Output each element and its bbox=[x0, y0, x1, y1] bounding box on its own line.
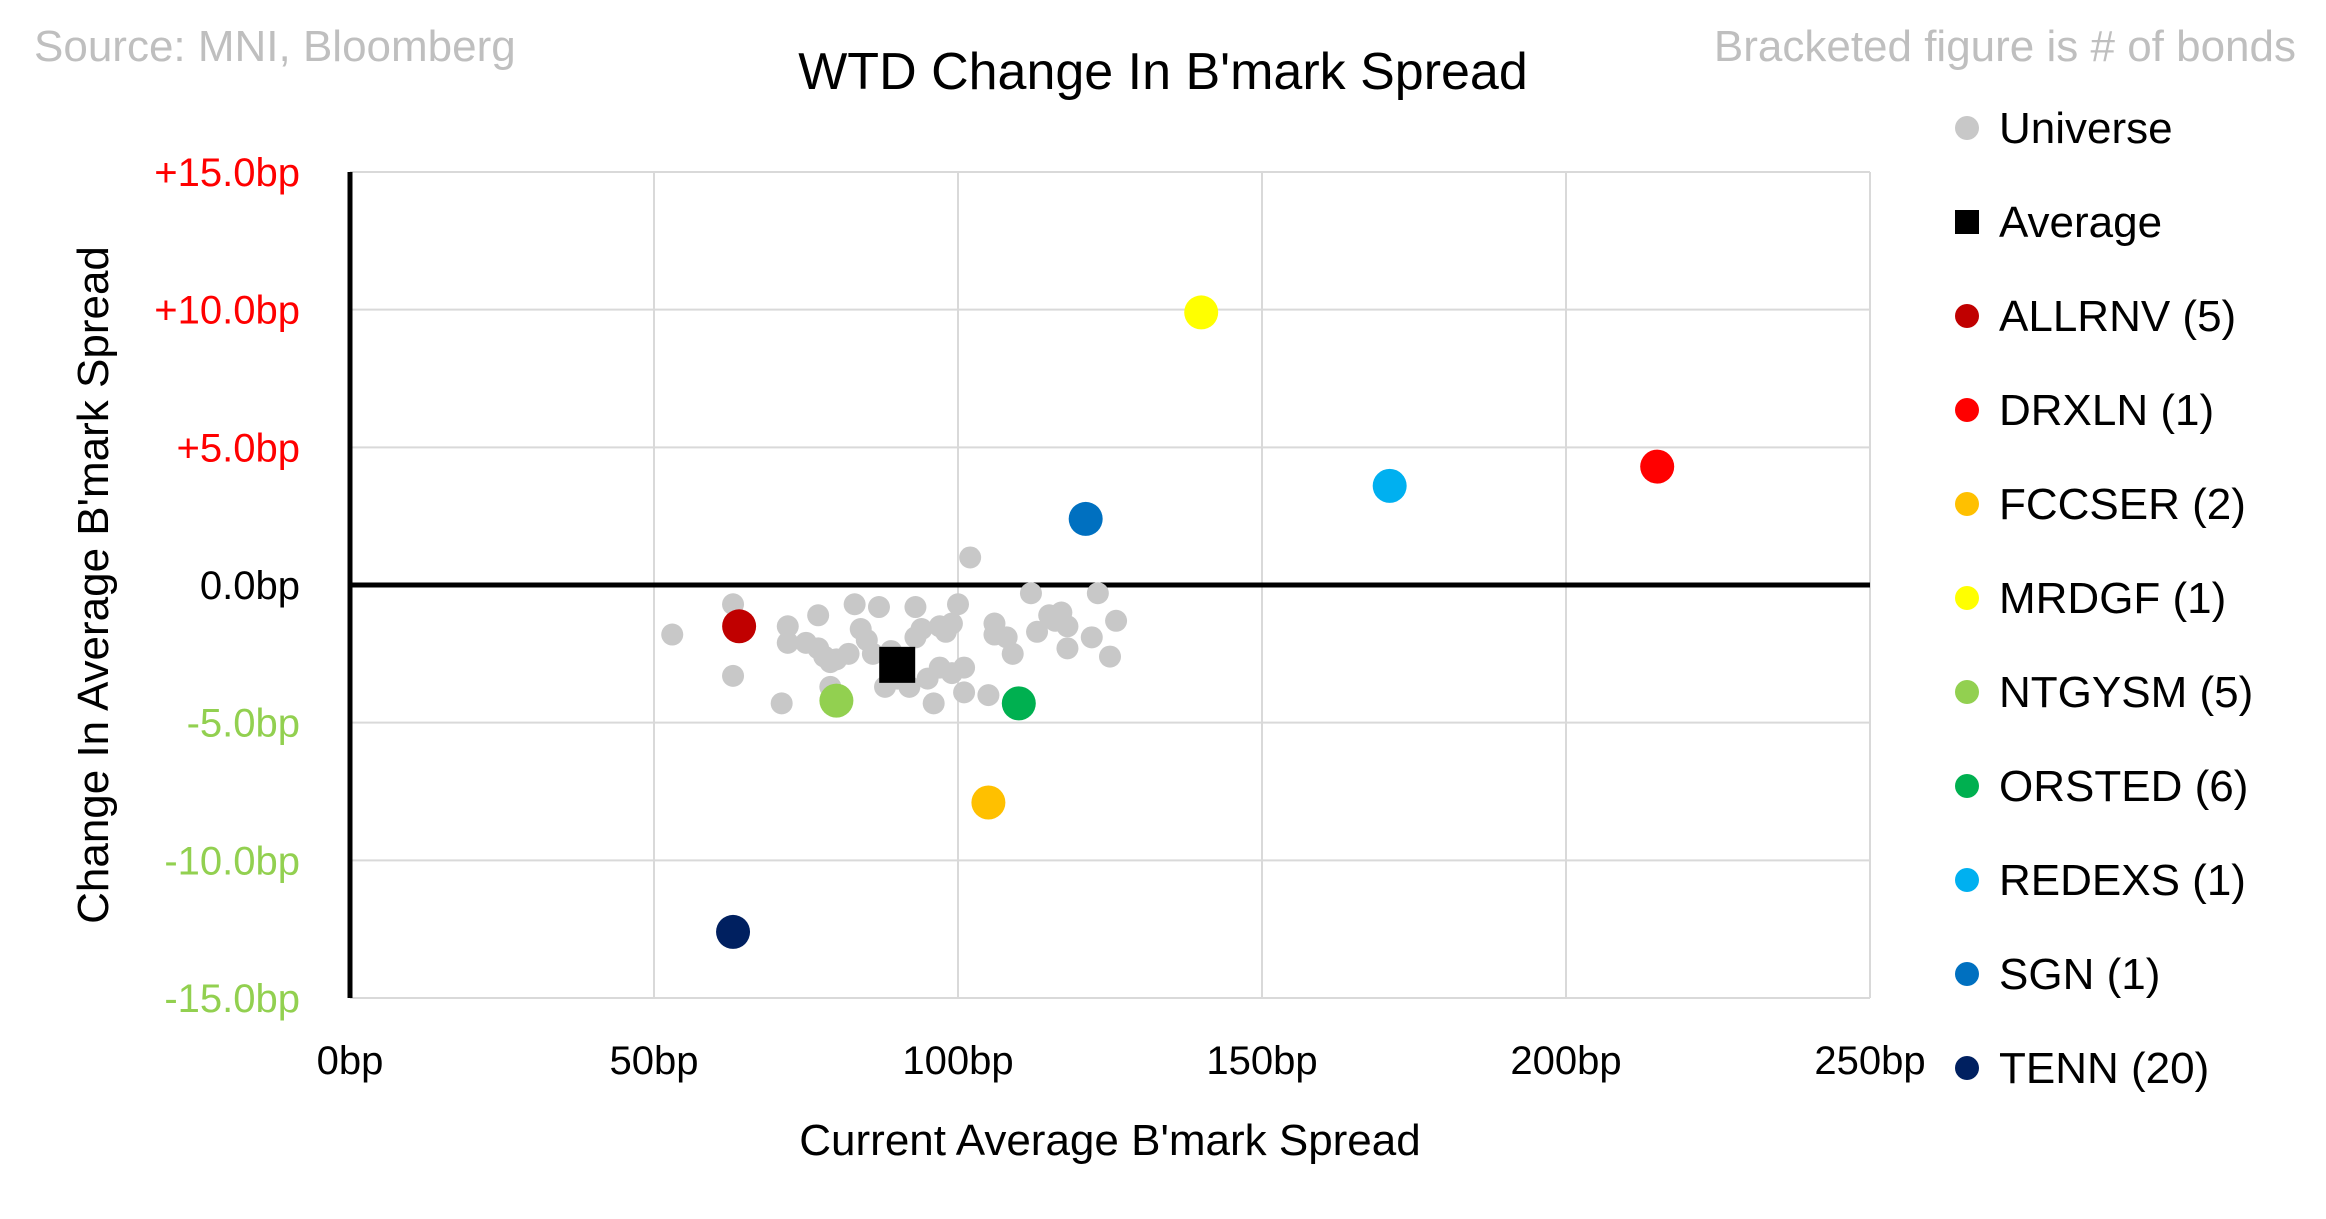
x-tick-label: 200bp bbox=[1510, 1039, 1621, 1083]
x-tick-label: 100bp bbox=[902, 1039, 1013, 1083]
legend-label-fccser: FCCSER (2) bbox=[1999, 480, 2246, 529]
chart-title: WTD Change In B'mark Spread bbox=[798, 43, 1528, 101]
redexs-point bbox=[1372, 468, 1407, 503]
y-axis-label: Change In Average B'mark Spread bbox=[69, 246, 118, 924]
universe-point bbox=[977, 684, 1000, 707]
legend-label-mrdgf: MRDGF (1) bbox=[1999, 574, 2226, 623]
legend-marker-average bbox=[1955, 210, 1979, 234]
orsted-point bbox=[1001, 686, 1036, 721]
y-tick-label: +15.0bp bbox=[154, 151, 300, 195]
source-note: Source: MNI, Bloomberg bbox=[34, 22, 516, 71]
average-point bbox=[879, 646, 916, 683]
legend-label-average: Average bbox=[1999, 198, 2162, 247]
legend-marker-sgn bbox=[1955, 962, 1979, 986]
universe-point bbox=[910, 618, 933, 641]
universe-point bbox=[1026, 620, 1049, 643]
x-tick-label: 50bp bbox=[610, 1039, 699, 1083]
universe-point bbox=[995, 626, 1018, 649]
legend-marker-drxln bbox=[1955, 398, 1979, 422]
universe-point bbox=[953, 681, 976, 704]
x-axis-label: Current Average B'mark Spread bbox=[799, 1116, 1420, 1165]
y-tick-label: 0.0bp bbox=[200, 564, 300, 608]
legend-label-allrnv: ALLRNV (5) bbox=[1999, 292, 2236, 341]
universe-point bbox=[922, 692, 945, 715]
universe-point bbox=[953, 656, 976, 679]
legend-label-universe: Universe bbox=[1999, 104, 2173, 153]
y-tick-label: +10.0bp bbox=[154, 289, 300, 333]
legend-label-orsted: ORSTED (6) bbox=[1999, 762, 2248, 811]
universe-point bbox=[940, 612, 963, 635]
universe-point bbox=[1080, 626, 1103, 649]
sgn-point bbox=[1068, 501, 1103, 536]
universe-point bbox=[722, 664, 745, 687]
universe-point bbox=[843, 593, 866, 616]
universe-point bbox=[1056, 615, 1079, 638]
universe-point bbox=[661, 623, 684, 646]
universe-point bbox=[1001, 642, 1024, 665]
universe-point bbox=[1099, 645, 1121, 668]
y-tick-label: -5.0bp bbox=[187, 702, 300, 746]
y-tick-label: -15.0bp bbox=[164, 977, 300, 1021]
legend-marker-ntgysm bbox=[1955, 680, 1979, 704]
legend-label-sgn: SGN (1) bbox=[1999, 950, 2160, 999]
legend-marker-orsted bbox=[1955, 774, 1979, 798]
ntgysm-point bbox=[819, 683, 854, 718]
universe-point bbox=[776, 631, 799, 654]
legend-marker-tenn bbox=[1955, 1056, 1979, 1080]
universe-point bbox=[776, 615, 799, 638]
universe-point bbox=[770, 692, 793, 715]
legend-label-ntgysm: NTGYSM (5) bbox=[1999, 668, 2253, 717]
drxln-point bbox=[1640, 449, 1675, 484]
x-tick-label: 150bp bbox=[1206, 1039, 1317, 1083]
y-tick-label: -10.0bp bbox=[164, 839, 300, 883]
universe-point bbox=[807, 604, 830, 627]
universe-point bbox=[959, 546, 982, 569]
legend-marker-mrdgf bbox=[1955, 586, 1979, 610]
universe-point bbox=[867, 596, 890, 619]
legend-marker-fccser bbox=[1955, 492, 1979, 516]
legend-label-drxln: DRXLN (1) bbox=[1999, 386, 2214, 435]
mrdgf-point bbox=[1184, 295, 1219, 330]
legend-label-tenn: TENN (20) bbox=[1999, 1044, 2209, 1093]
legend-label-redexs: REDEXS (1) bbox=[1999, 856, 2246, 905]
y-tick-label: +5.0bp bbox=[177, 426, 300, 470]
universe-point bbox=[861, 642, 884, 665]
fccser-point bbox=[971, 785, 1006, 820]
legend-marker-redexs bbox=[1955, 868, 1979, 892]
allrnv-point bbox=[722, 609, 757, 644]
bonds-note: Bracketed figure is # of bonds bbox=[1713, 22, 2296, 71]
x-tick-label: 0bp bbox=[317, 1039, 384, 1083]
tenn-point bbox=[716, 914, 751, 949]
universe-point bbox=[837, 642, 860, 665]
universe-point bbox=[904, 596, 927, 619]
universe-point bbox=[1019, 582, 1042, 605]
x-tick-label: 250bp bbox=[1814, 1039, 1925, 1083]
legend-marker-universe bbox=[1955, 116, 1979, 140]
universe-point bbox=[1086, 582, 1109, 605]
universe-point bbox=[1105, 609, 1128, 632]
legend-marker-allrnv bbox=[1955, 304, 1979, 328]
universe-point bbox=[947, 593, 969, 616]
universe-point bbox=[1056, 637, 1079, 660]
